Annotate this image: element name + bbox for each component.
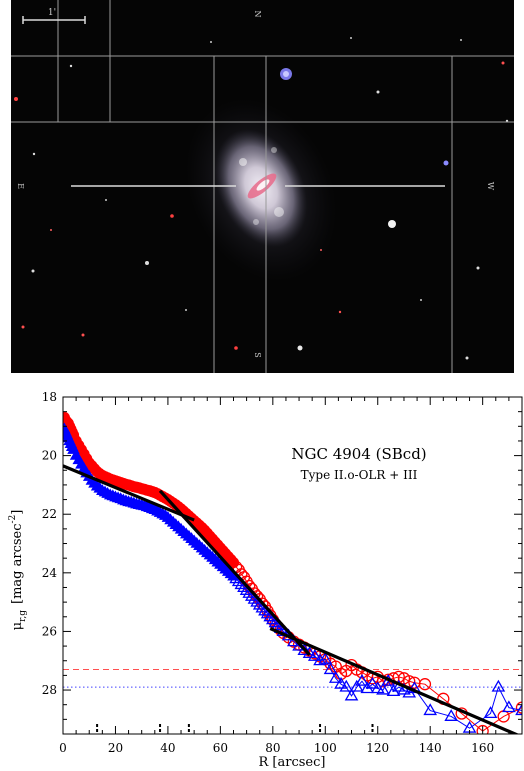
g-band-outer-point: [313, 653, 327, 666]
grid-overlay: [11, 0, 514, 373]
y-axis-label: μr,g [mag arcsec-2]: [8, 510, 28, 631]
compass-east-label: E: [16, 183, 25, 189]
y-axis-label-unit: [mag arcsec: [10, 523, 25, 604]
y-tick-label: 22: [42, 507, 57, 521]
x-tick-label: 40: [160, 741, 175, 755]
g-band-outer-point: [407, 681, 422, 694]
g-band-outer-point: [365, 676, 380, 689]
plot-data-layer: [63, 411, 522, 734]
r-band-outer-line: [233, 562, 522, 732]
x-tick-label: 160: [471, 741, 494, 755]
compass-south-label: S: [253, 352, 262, 357]
g-band-outer-point: [491, 679, 506, 692]
surface-brightness-plot: 0 20 40 60 80 100 120 140 160 18 20 22 24 26 28 NGC 49…: [8, 390, 523, 770]
y-tick-label: 18: [42, 390, 57, 404]
scale-bar-label: 1': [48, 8, 56, 18]
x-tick-label: 20: [108, 741, 123, 755]
g-band-outer-point: [355, 673, 369, 686]
x-tick-label: 80: [265, 741, 280, 755]
y-tick-label: 26: [42, 624, 57, 638]
fit-line-1: [63, 464, 195, 522]
g-band-outer-point: [502, 700, 516, 713]
g-band-outer-point: [328, 671, 343, 683]
compass-west-label: W: [486, 182, 495, 191]
g-band-outer-point: [297, 643, 312, 656]
r-band-outer-point: [515, 701, 522, 714]
y-axis-label-exponent: -2: [8, 515, 18, 524]
g-band-outer-point: [323, 662, 338, 675]
compass-north-label: N: [253, 11, 262, 18]
g-band-outer-point: [307, 649, 322, 661]
g-band-outer-point: [349, 679, 364, 692]
x-tick-label: 0: [59, 741, 67, 755]
g-band-outer-point: [423, 703, 438, 716]
g-band-outer-point: [318, 651, 333, 664]
g-band-outer-point: [515, 703, 522, 716]
galaxy-disk: [185, 98, 337, 282]
y-axis-label-symbol: μ: [10, 622, 25, 630]
g-band-outer-point: [483, 706, 498, 719]
y-axis-label-close: ]: [10, 510, 25, 515]
plot-title: NGC 4904 (SBcd): [291, 445, 426, 463]
scale-bar: [22, 16, 86, 24]
x-tick-label: 140: [419, 741, 442, 755]
plot-series-group: [63, 411, 522, 734]
g-band-outer-line: [233, 575, 522, 729]
x-tick-label: 60: [213, 741, 228, 755]
fit-line-3: [269, 627, 520, 734]
x-tick-label: 100: [314, 741, 337, 755]
y-tick-label: 20: [42, 449, 57, 463]
galaxy-image: 1' N E W S: [11, 0, 514, 373]
g-band-outer-point: [344, 688, 359, 701]
plot-subtitle: Type II.o-OLR + III: [301, 468, 418, 482]
x-axis-label: R [arcsec]: [259, 755, 326, 770]
g-band-outer-point: [444, 709, 459, 721]
r-band-outer-point: [418, 678, 432, 691]
g-band-outer-point: [339, 679, 354, 692]
r-band-outer-point: [476, 724, 489, 734]
g-band-outer-point: [334, 676, 348, 689]
y-axis-label-subscript: r,g: [18, 610, 28, 622]
g-band-outer-point: [376, 682, 390, 695]
field-stars: [14, 37, 509, 360]
plot-frame: [62, 396, 523, 735]
tick-layer: 0 20 40 60 80 100 120 140 160 18 20 22 24 26 28: [42, 390, 523, 755]
y-tick-label: 24: [42, 566, 58, 580]
x-tick-label: 120: [366, 741, 389, 755]
y-tick-label: 28: [42, 683, 57, 697]
fit-line-2: [158, 489, 311, 656]
